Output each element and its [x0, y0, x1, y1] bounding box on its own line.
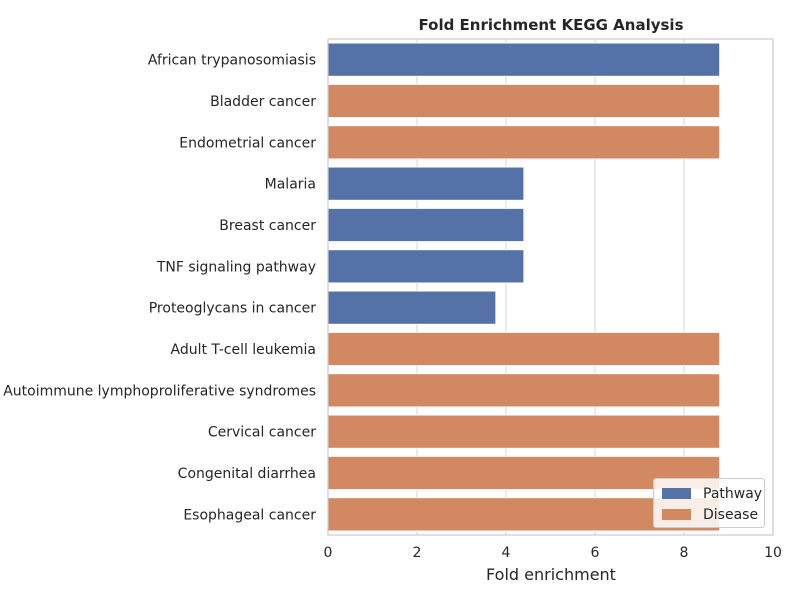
y-tick-label: African trypanosomiasis: [148, 53, 316, 69]
y-tick-labels: African trypanosomiasis Bladder cancer End…: [3, 53, 316, 524]
legend-item-disease: Disease: [662, 504, 764, 525]
bar: [327, 208, 525, 242]
y-tick-label: Cervical cancer: [208, 425, 316, 441]
y-tick-label: Bladder cancer: [210, 94, 316, 110]
legend-item-pathway: Pathway: [662, 483, 764, 504]
bar: [327, 166, 525, 201]
x-tick-label: 10: [764, 545, 782, 561]
bar: [327, 332, 721, 366]
y-tick-label: Esophageal cancer: [183, 507, 316, 523]
x-tick-label: 4: [502, 545, 511, 561]
bar: [327, 84, 721, 118]
bar: [327, 290, 497, 325]
legend-swatch-disease: [662, 509, 691, 520]
y-tick-label: Malaria: [265, 177, 316, 193]
x-tick-labels: 0 2 4 6 8 10: [324, 545, 782, 561]
y-tick-label: Endometrial cancer: [179, 135, 316, 151]
legend-label-pathway: Pathway: [703, 485, 763, 502]
legend-label-disease: Disease: [703, 506, 759, 523]
legend-swatch-pathway: [662, 488, 691, 499]
x-tick-label: 2: [413, 545, 422, 561]
legend: Pathway Disease: [653, 478, 765, 528]
y-tick-label: TNF signaling pathway: [156, 259, 316, 275]
x-tick-label: 8: [680, 545, 689, 561]
plot-frame: [327, 38, 774, 536]
bar: [327, 125, 721, 160]
y-tick-label: Adult T-cell leukemia: [171, 342, 316, 358]
y-tick-label: Breast cancer: [219, 218, 316, 234]
bar: [327, 42, 721, 77]
x-tick-label: 0: [324, 545, 333, 561]
y-tick-label: Congenital diarrhea: [178, 466, 316, 482]
x-axis-label: Fold enrichment: [486, 565, 616, 584]
bar: [327, 249, 525, 284]
y-tick-label: Autoimmune lymphoproliferative syndromes: [3, 383, 316, 399]
x-tick-label: 6: [591, 545, 600, 561]
bar: [327, 414, 721, 449]
bars: [327, 42, 721, 532]
bar: [327, 373, 721, 408]
chart-title: Fold Enrichment KEGG Analysis: [419, 16, 684, 34]
y-tick-label: Proteoglycans in cancer: [149, 301, 317, 317]
